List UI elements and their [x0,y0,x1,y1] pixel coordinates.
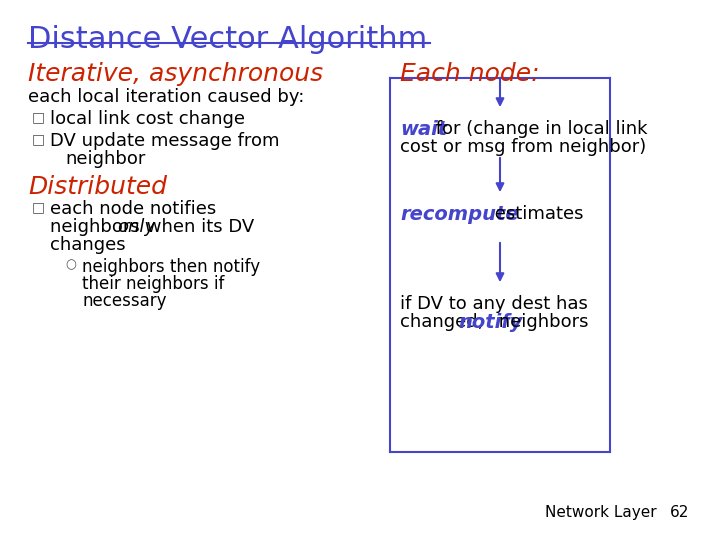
Text: changed,: changed, [400,313,489,331]
Text: □: □ [32,200,45,214]
Text: Network Layer: Network Layer [545,505,657,520]
Text: neighbors: neighbors [50,218,145,236]
Text: estimates: estimates [489,205,583,223]
Text: □: □ [32,132,45,146]
Text: 62: 62 [670,505,689,520]
Text: ○: ○ [65,258,76,271]
Text: neighbors: neighbors [493,313,588,331]
Text: neighbors then notify: neighbors then notify [82,258,260,276]
Text: notify: notify [458,313,523,332]
Text: Distance Vector Algorithm: Distance Vector Algorithm [28,25,427,54]
Text: their neighbors if: their neighbors if [82,275,225,293]
Text: necessary: necessary [82,292,166,310]
Text: neighbor: neighbor [65,150,145,168]
Text: if DV to any dest has: if DV to any dest has [400,295,588,313]
Text: each node notifies: each node notifies [50,200,216,218]
Text: changes: changes [50,236,125,254]
Text: each local iteration caused by:: each local iteration caused by: [28,88,305,106]
Text: cost or msg from neighbor): cost or msg from neighbor) [400,138,647,156]
Text: local link cost change: local link cost change [50,110,245,128]
Text: Iterative, asynchronous: Iterative, asynchronous [28,62,323,86]
Text: for (change in local link: for (change in local link [430,120,647,138]
Text: Distributed: Distributed [28,175,167,199]
Text: only: only [117,218,155,236]
Text: □: □ [32,110,45,124]
Text: recompute: recompute [400,205,518,224]
Text: DV update message from: DV update message from [50,132,279,150]
Text: wait: wait [400,120,447,139]
Text: Each node:: Each node: [400,62,539,86]
Text: when its DV: when its DV [141,218,254,236]
